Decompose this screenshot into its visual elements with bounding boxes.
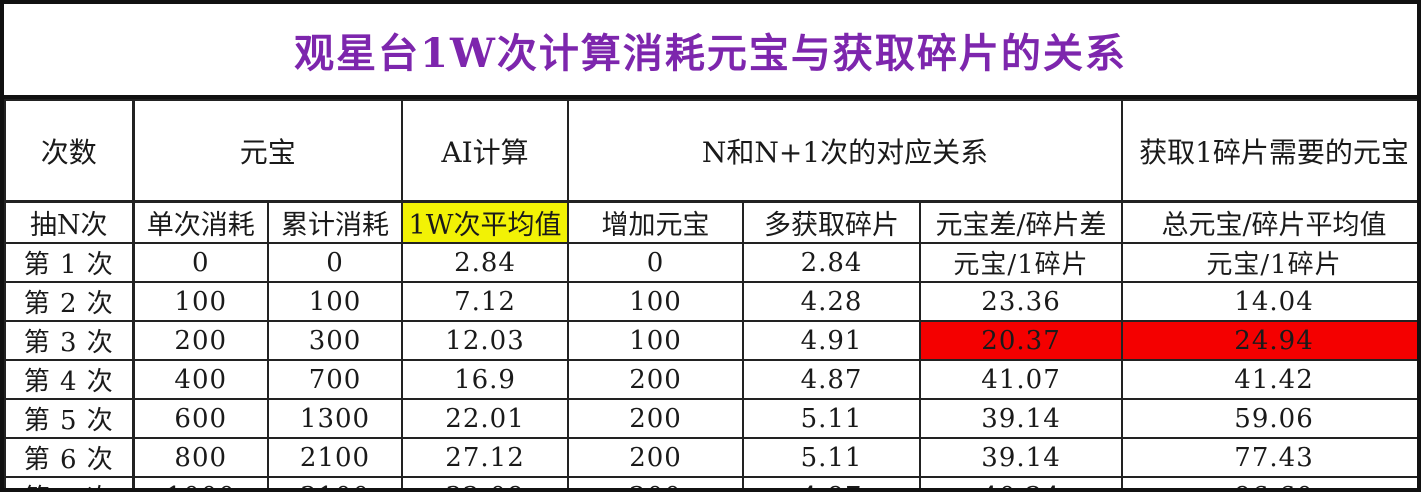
data-cell-unit-label: 元宝/1碎片: [1121, 242, 1417, 283]
data-cell: 96.60: [1121, 476, 1417, 488]
row-label-cell: 第 5 次: [4, 398, 135, 439]
data-cell: 39.14: [919, 398, 1124, 439]
column-header-row: 抽N次 单次消耗 累计消耗 1W次平均值 增加元宝 多获取碎片 元宝差/碎片差 …: [4, 200, 1417, 244]
header-group-n-relation: N和N+1次的对应关系: [567, 99, 1124, 203]
data-cell: 12.03: [401, 320, 570, 361]
header-group-cost-per-shard: 获取1碎片需要的元宝: [1121, 99, 1417, 203]
data-cell: 39.14: [919, 437, 1124, 478]
table-row: 第 1 次 0 0 2.84 0 2.84 元宝/1碎片 元宝/1碎片: [4, 242, 1417, 283]
col-header-added-yuanbao: 增加元宝: [567, 200, 745, 244]
table-row: 第 4 次 400 700 16.9 200 4.87 41.07 41.42: [4, 359, 1417, 400]
data-cell: 100: [266, 281, 404, 322]
data-cell: 0: [567, 242, 745, 283]
row-label-cell: 第 7 次: [4, 476, 135, 488]
data-cell: 7.12: [401, 281, 570, 322]
table-title-row: 观星台1W次计算消耗元宝与获取碎片的关系: [4, 4, 1417, 99]
data-cell-unit-label: 元宝/1碎片: [919, 242, 1124, 283]
data-cell: 300: [266, 320, 404, 361]
data-cell: 41.07: [919, 359, 1124, 400]
data-cell: 200: [567, 437, 745, 478]
col-header-diff-ratio: 元宝差/碎片差: [919, 200, 1124, 244]
header-group-row: 次数 元宝 AI计算 N和N+1次的对应关系 获取1碎片需要的元宝: [4, 99, 1417, 203]
data-cell: 0: [266, 242, 404, 283]
col-header-extra-shards: 多获取碎片: [742, 200, 922, 244]
col-header-cumulative-cost: 累计消耗: [266, 200, 404, 244]
data-cell: 23.36: [919, 281, 1124, 322]
data-cell: 100: [132, 281, 269, 322]
row-label-cell: 第 1 次: [4, 242, 135, 283]
data-cell: 41.42: [1121, 359, 1417, 400]
data-cell: 800: [132, 437, 269, 478]
col-header-avg-10k: 1W次平均值: [401, 200, 570, 244]
col-header-total-avg-ratio: 总元宝/碎片平均值: [1121, 200, 1417, 244]
data-cell: 32.09: [401, 476, 570, 488]
header-group-cishu: 次数: [4, 99, 135, 203]
data-cell: 2.84: [742, 242, 922, 283]
data-cell-highlighted: 20.37: [919, 320, 1124, 361]
row-label-cell: 第 6 次: [4, 437, 135, 478]
data-cell: 100: [567, 320, 745, 361]
data-cell: 100: [567, 281, 745, 322]
data-cell: 200: [567, 476, 745, 488]
data-cell: 600: [132, 398, 269, 439]
data-cell: 1000: [132, 476, 269, 488]
data-cell: 4.87: [742, 359, 922, 400]
header-group-ai: AI计算: [401, 99, 570, 203]
data-cell: 700: [266, 359, 404, 400]
data-cell: 1300: [266, 398, 404, 439]
table-row: 第 2 次 100 100 7.12 100 4.28 23.36 14.04: [4, 281, 1417, 322]
data-cell: 200: [132, 320, 269, 361]
data-cell: 14.04: [1121, 281, 1417, 322]
data-cell-highlighted: 24.94: [1121, 320, 1417, 361]
data-cell: 59.06: [1121, 398, 1417, 439]
data-cell: 4.97: [742, 476, 922, 488]
data-cell: 5.11: [742, 437, 922, 478]
col-header-single-cost: 单次消耗: [132, 200, 269, 244]
table-row: 第 6 次 800 2100 27.12 200 5.11 39.14 77.4…: [4, 437, 1417, 478]
table-row: 第 5 次 600 1300 22.01 200 5.11 39.14 59.0…: [4, 398, 1417, 439]
data-cell: 0: [132, 242, 269, 283]
data-cell: 4.91: [742, 320, 922, 361]
header-group-yuanbao: 元宝: [131, 99, 404, 203]
data-cell: 200: [567, 359, 745, 400]
data-cell: 2.84: [401, 242, 570, 283]
data-cell: 4.28: [742, 281, 922, 322]
data-cell: 400: [132, 359, 269, 400]
page-title: 观星台1W次计算消耗元宝与获取碎片的关系: [294, 29, 1127, 77]
data-table: 次数 元宝 AI计算 N和N+1次的对应关系 获取1碎片需要的元宝 抽N次 单次…: [4, 99, 1417, 488]
data-cell: 16.9: [401, 359, 570, 400]
data-cell: 22.01: [401, 398, 570, 439]
table-row: 第 3 次 200 300 12.03 100 4.91 20.37 24.94: [4, 320, 1417, 361]
row-label-cell: 第 4 次: [4, 359, 135, 400]
data-cell: 5.11: [742, 398, 922, 439]
row-label-cell: 第 2 次: [4, 281, 135, 322]
data-cell: 77.43: [1121, 437, 1417, 478]
data-cell: 27.12: [401, 437, 570, 478]
data-cell: 2100: [266, 437, 404, 478]
data-cell: 200: [567, 398, 745, 439]
data-cell: 40.24: [919, 476, 1124, 488]
row-label-cell: 第 3 次: [4, 320, 135, 361]
col-header-draw-n: 抽N次: [4, 200, 135, 244]
